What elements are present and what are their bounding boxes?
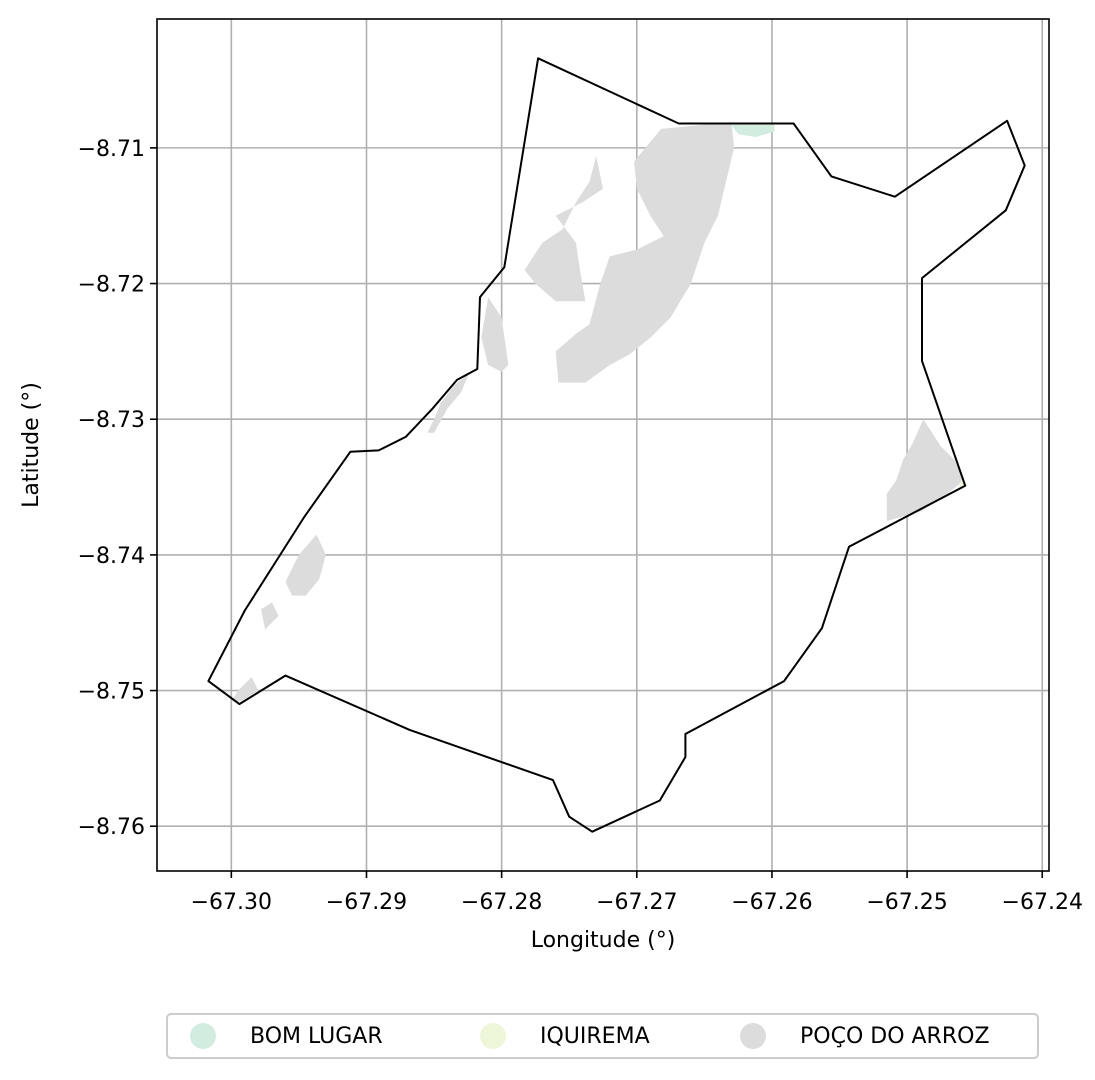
legend-swatch-iquirema-icon — [480, 1023, 506, 1049]
legend-swatch-poco-do-arroz-icon — [740, 1023, 766, 1049]
legend-label: IQUIREMA — [540, 1023, 650, 1049]
region-poco-do-arroz — [555, 122, 735, 383]
municipal-boundary — [207, 57, 1026, 833]
region-poco-do-arroz — [427, 373, 470, 433]
y-tick-label: −8.71 — [78, 137, 145, 162]
y-axis-label: Latitude (°) — [19, 382, 44, 508]
boundary-outline — [207, 57, 1026, 833]
y-tick-label: −8.76 — [78, 815, 145, 840]
y-tick-label: −8.72 — [78, 273, 145, 298]
legend-swatch-bom-lugar-icon — [190, 1023, 216, 1049]
y-ticks: −8.71 −8.72 −8.73 −8.74 −8.75 −8.76 — [78, 137, 157, 840]
x-tick-label: −67.29 — [326, 890, 407, 915]
region-poco-do-arroz — [261, 602, 279, 630]
region-poco-do-arroz — [285, 534, 326, 596]
x-tick-label: −67.27 — [596, 890, 677, 915]
x-tick-label: −67.26 — [731, 890, 812, 915]
y-tick-label: −8.74 — [78, 544, 145, 569]
x-tick-label: −67.24 — [1002, 890, 1083, 915]
legend: BOM LUGAR IQUIREMA POÇO DO ARROZ — [166, 1013, 1039, 1059]
x-ticks: −67.30 −67.29 −67.28 −67.27 −67.26 −67.25 −67.… — [191, 871, 1083, 915]
y-tick-label: −8.73 — [78, 408, 145, 433]
x-tick-label: −67.25 — [866, 890, 947, 915]
legend-item-poco-do-arroz: POÇO DO ARROZ — [740, 1015, 990, 1057]
y-tick-label: −8.75 — [78, 680, 145, 705]
plot-frame — [156, 18, 1050, 872]
legend-item-bom-lugar: BOM LUGAR — [190, 1015, 383, 1057]
legend-item-iquirema: IQUIREMA — [480, 1015, 650, 1057]
region-poco-do-arroz — [231, 677, 259, 702]
x-tick-label: −67.28 — [461, 890, 542, 915]
region-bom-lugar — [731, 124, 775, 137]
x-axis-label: Longitude (°) — [531, 928, 676, 953]
legend-label: POÇO DO ARROZ — [800, 1023, 990, 1049]
x-tick-label: −67.30 — [191, 890, 272, 915]
region-poco-do-arroz — [524, 156, 603, 302]
region-poco-do-arroz — [481, 297, 509, 372]
legend-label: BOM LUGAR — [250, 1023, 383, 1049]
